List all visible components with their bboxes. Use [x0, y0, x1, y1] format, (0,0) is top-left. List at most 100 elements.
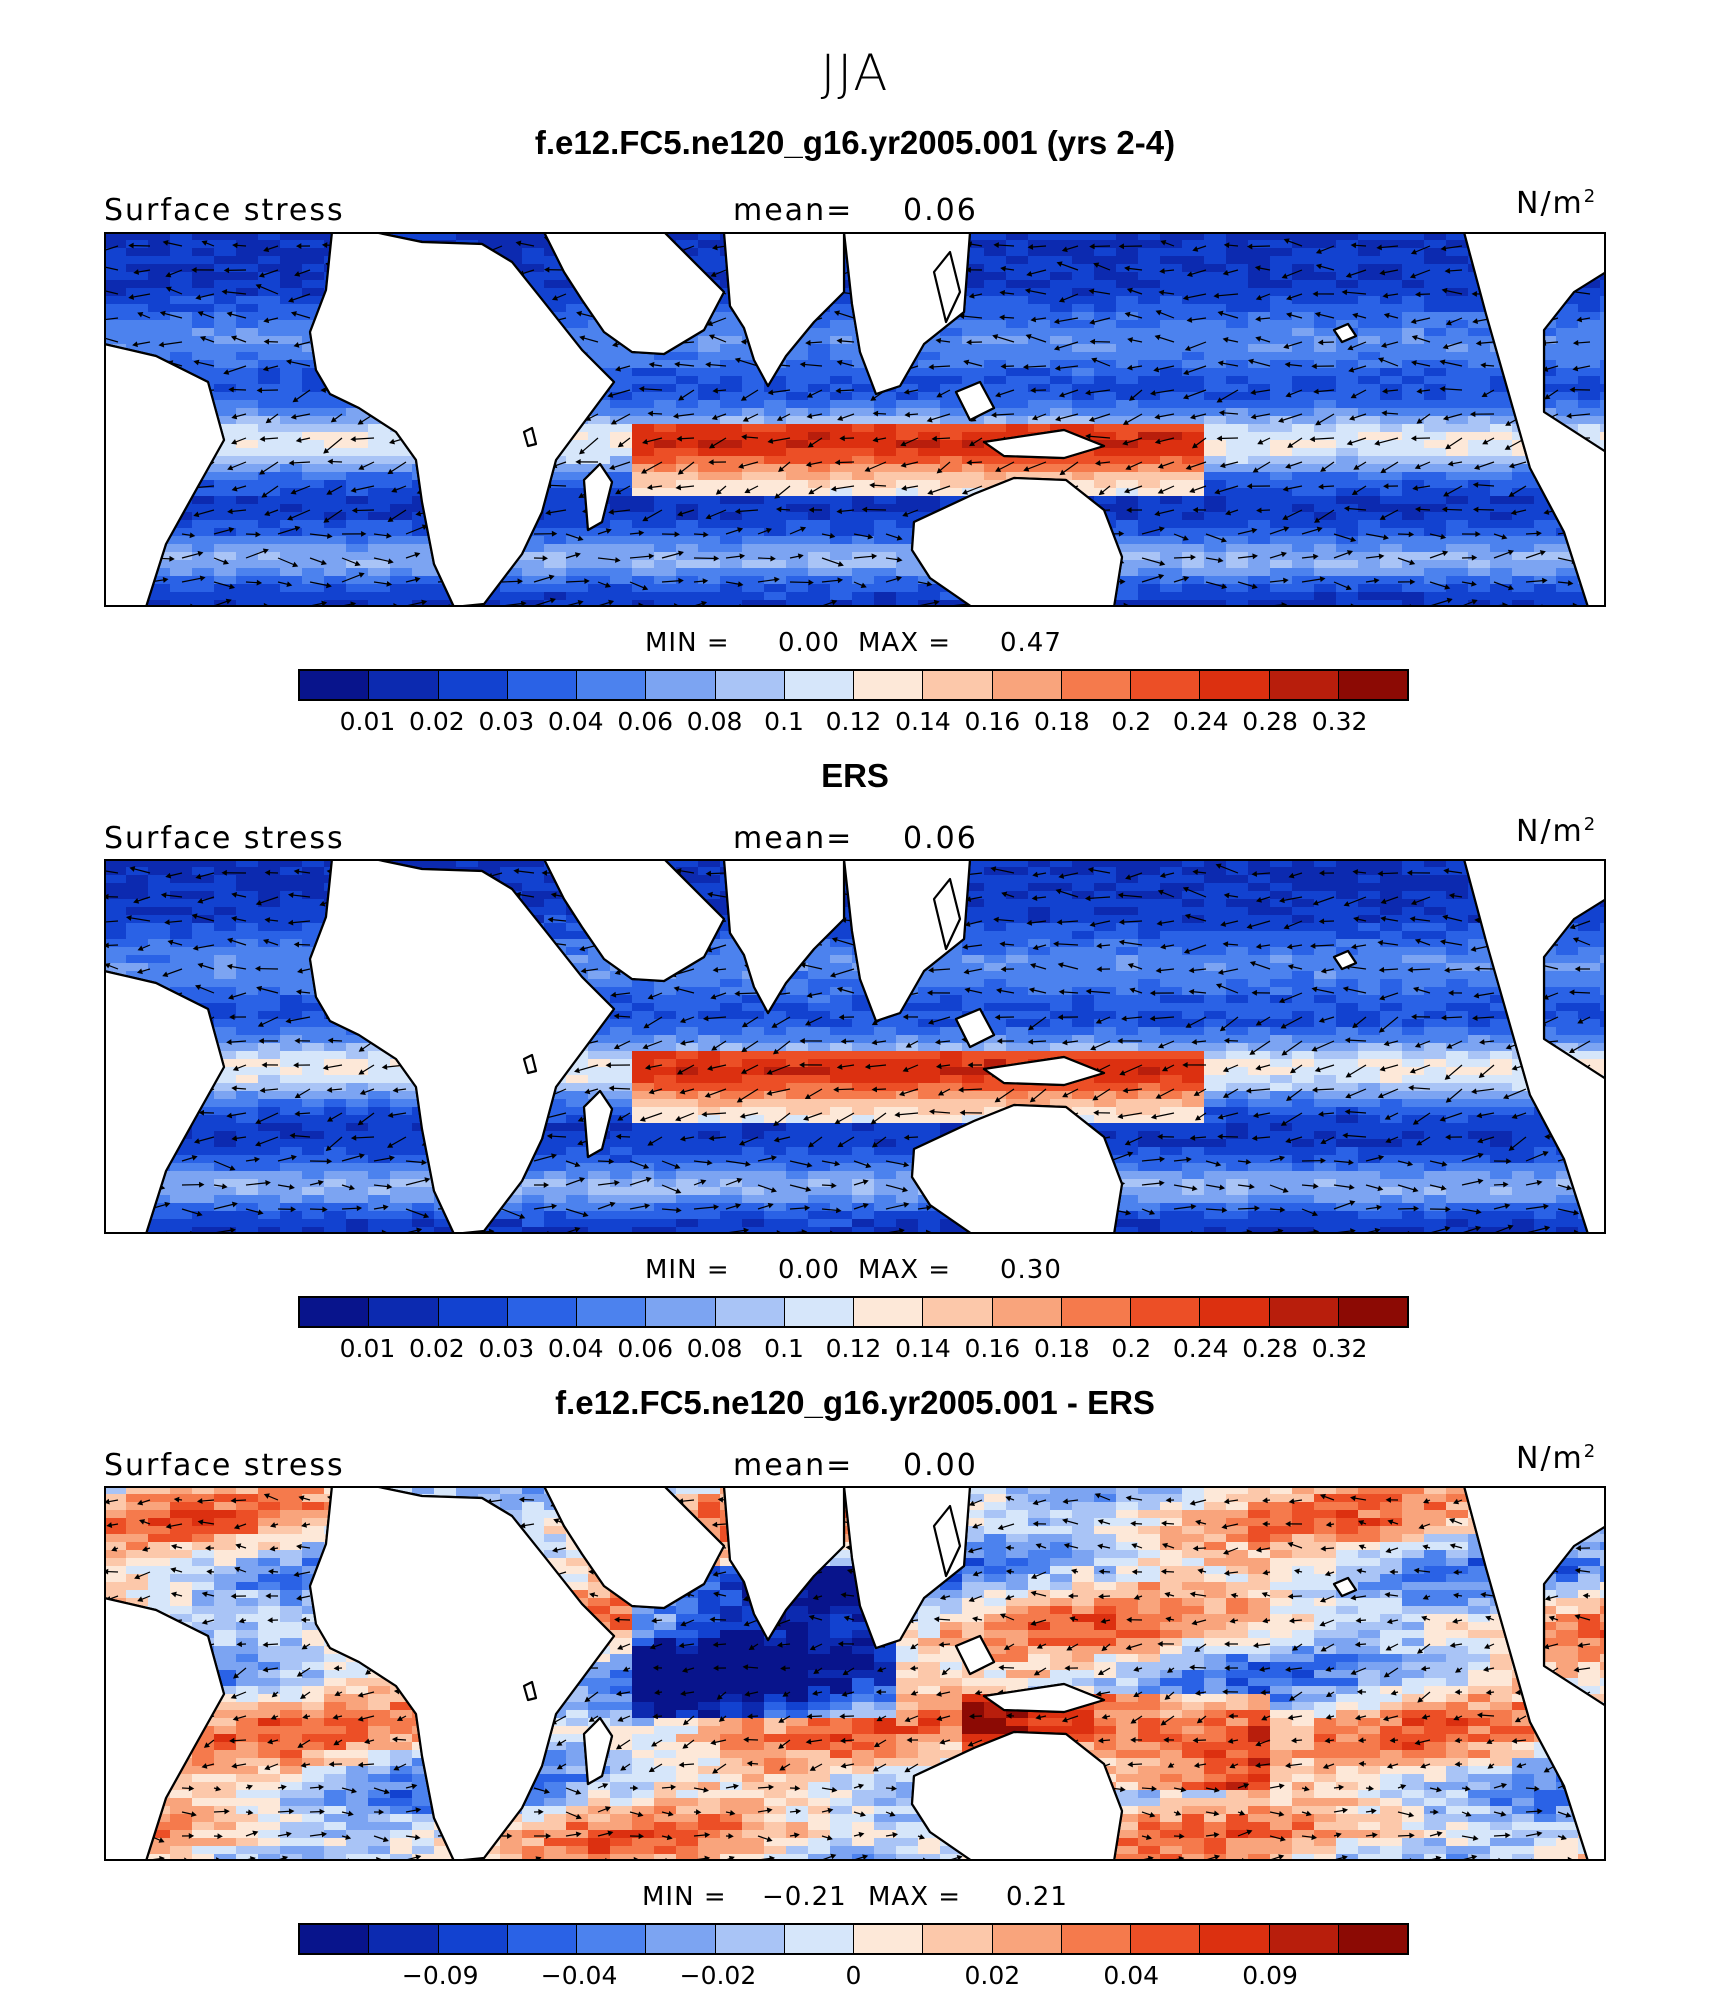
- colorbar-swatch: [785, 671, 854, 699]
- colorbar-swatch: [854, 1298, 923, 1326]
- season-title: JJA: [0, 44, 1710, 102]
- panel-2-mean-label: mean=: [733, 821, 853, 856]
- colorbar-tick-label: −0.04: [541, 1961, 611, 1990]
- colorbar-swatch: [993, 1925, 1062, 1953]
- colorbar-swatch: [1131, 1298, 1200, 1326]
- colorbar-tick-label: 0.12: [819, 1334, 889, 1363]
- colorbar-swatch: [1062, 671, 1131, 699]
- panel-1-title: f.e12.FC5.ne120_g16.yr2005.001 (yrs 2-4): [0, 124, 1710, 162]
- colorbar-swatch: [1200, 1298, 1269, 1326]
- colorbar-swatch: [923, 671, 992, 699]
- colorbar-tick-label: 0.02: [402, 707, 472, 736]
- panel-2-colorbar: [298, 1296, 1409, 1328]
- colorbar-tick-label: 0.02: [402, 1334, 472, 1363]
- colorbar-swatch: [300, 1925, 369, 1953]
- panel-2-units: N/m2: [1516, 814, 1597, 849]
- colorbar-swatch: [369, 1925, 438, 1953]
- panel-2-max-label: MAX =: [858, 1255, 951, 1285]
- colorbar-swatch: [1339, 671, 1407, 699]
- colorbar-swatch: [785, 1298, 854, 1326]
- colorbar-swatch: [923, 1925, 992, 1953]
- colorbar-swatch: [439, 1298, 508, 1326]
- panel-3-title: f.e12.FC5.ne120_g16.yr2005.001 - ERS: [0, 1384, 1710, 1422]
- colorbar-swatch: [993, 1298, 1062, 1326]
- colorbar-tick-label: 0.24: [1166, 707, 1236, 736]
- colorbar-swatch: [716, 1298, 785, 1326]
- colorbar-tick-label: 0.08: [680, 1334, 750, 1363]
- colorbar-tick-label: 0.04: [541, 707, 611, 736]
- colorbar-tick-label: 0.1: [749, 707, 819, 736]
- panel-3-max-value: 0.21: [1006, 1882, 1068, 1912]
- colorbar-swatch: [646, 671, 715, 699]
- colorbar-tick-label: 0.04: [541, 1334, 611, 1363]
- colorbar-swatch: [577, 671, 646, 699]
- panel-1-mean-value: 0.06: [903, 193, 978, 228]
- colorbar-tick-label: 0.08: [680, 707, 750, 736]
- colorbar-swatch: [508, 671, 577, 699]
- colorbar-swatch: [1131, 1925, 1200, 1953]
- panel-1-min-value: 0.00: [778, 628, 840, 658]
- panel-3-mean-value: 0.00: [903, 1448, 978, 1483]
- colorbar-tick-label: 0.14: [888, 707, 958, 736]
- colorbar-tick-label: 0.01: [332, 707, 402, 736]
- colorbar-swatch: [300, 1298, 369, 1326]
- colorbar-tick-label: 0.32: [1305, 1334, 1375, 1363]
- colorbar-swatch: [1270, 1298, 1339, 1326]
- panel-1-mean-label: mean=: [733, 193, 853, 228]
- colorbar-tick-label: 0.12: [819, 707, 889, 736]
- colorbar-tick-label: 0.09: [1235, 1961, 1305, 1990]
- panel-2-min-label: MIN =: [645, 1255, 730, 1285]
- colorbar-tick-label: 0.28: [1235, 1334, 1305, 1363]
- colorbar-tick-label: 0.32: [1305, 707, 1375, 736]
- colorbar-swatch: [577, 1925, 646, 1953]
- panel-3-mean-label: mean=: [733, 1448, 853, 1483]
- colorbar-swatch: [369, 671, 438, 699]
- colorbar-tick-label: 0.02: [957, 1961, 1027, 1990]
- colorbar-tick-label: 0.24: [1166, 1334, 1236, 1363]
- colorbar-tick-label: −0.09: [402, 1961, 472, 1990]
- colorbar-swatch: [577, 1298, 646, 1326]
- colorbar-tick-label: −0.02: [680, 1961, 750, 1990]
- colorbar-tick-label: 0.06: [610, 1334, 680, 1363]
- panel-2-variable: Surface stress: [104, 821, 345, 856]
- colorbar-tick-label: 0.06: [610, 707, 680, 736]
- colorbar-swatch: [716, 671, 785, 699]
- colorbar-swatch: [854, 1925, 923, 1953]
- panel-3-max-label: MAX =: [868, 1882, 961, 1912]
- panel-1-units: N/m2: [1516, 186, 1597, 221]
- colorbar-tick-label: 0.16: [957, 707, 1027, 736]
- colorbar-swatch: [923, 1298, 992, 1326]
- panel-1-variable: Surface stress: [104, 193, 345, 228]
- colorbar-swatch: [854, 671, 923, 699]
- colorbar-tick-label: 0.03: [471, 1334, 541, 1363]
- colorbar-tick-label: 0.2: [1096, 1334, 1166, 1363]
- colorbar-swatch: [1131, 671, 1200, 699]
- colorbar-swatch: [1339, 1925, 1407, 1953]
- panel-2-max-value: 0.30: [1000, 1255, 1062, 1285]
- colorbar-swatch: [785, 1925, 854, 1953]
- colorbar-tick-label: 0.01: [332, 1334, 402, 1363]
- panel-1-min-label: MIN =: [645, 628, 730, 658]
- panel-2-title: ERS: [0, 757, 1710, 795]
- colorbar-tick-label: 0.1: [749, 1334, 819, 1363]
- colorbar-swatch: [300, 671, 369, 699]
- colorbar-swatch: [993, 671, 1062, 699]
- panel-1-colorbar: [298, 669, 1409, 701]
- colorbar-swatch: [646, 1298, 715, 1326]
- colorbar-tick-label: 0.16: [957, 1334, 1027, 1363]
- colorbar-tick-label: 0.2: [1096, 707, 1166, 736]
- colorbar-swatch: [369, 1298, 438, 1326]
- colorbar-swatch: [1062, 1925, 1131, 1953]
- panel-3-map: [104, 1486, 1606, 1861]
- panel-3-min-value: −0.21: [762, 1882, 847, 1912]
- panel-3-colorbar: [298, 1923, 1409, 1955]
- panel-3-variable: Surface stress: [104, 1448, 345, 1483]
- panel-2-mean-value: 0.06: [903, 821, 978, 856]
- colorbar-tick-label: 0.14: [888, 1334, 958, 1363]
- colorbar-swatch: [1062, 1298, 1131, 1326]
- colorbar-swatch: [716, 1925, 785, 1953]
- colorbar-swatch: [1270, 1925, 1339, 1953]
- colorbar-tick-label: 0.04: [1096, 1961, 1166, 1990]
- panel-3-units: N/m2: [1516, 1441, 1597, 1476]
- colorbar-tick-label: 0: [819, 1961, 889, 1990]
